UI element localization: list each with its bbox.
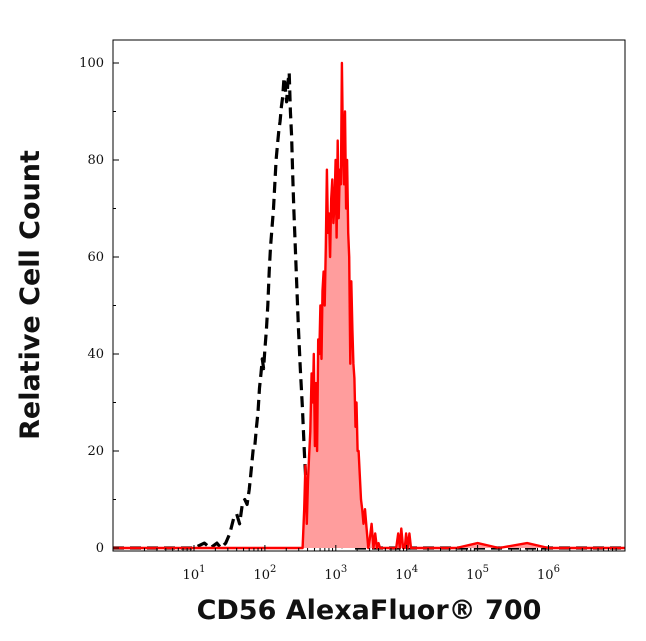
x-tick-label: 106 (537, 564, 560, 583)
y-tick-label: 80 (87, 153, 104, 168)
series-2-line (113, 61, 625, 550)
series-layer (113, 61, 625, 550)
x-tick-label: 101 (183, 564, 206, 583)
series-1-line (113, 71, 625, 550)
y-tick-label: 40 (87, 347, 104, 362)
series-2-area (113, 63, 625, 548)
x-tick-label: 102 (253, 564, 276, 583)
x-tick-label: 104 (395, 564, 418, 583)
y-tick-label: 100 (79, 56, 104, 71)
plot-frame (112, 39, 626, 552)
y-tick-label: 20 (87, 444, 104, 459)
ticks-layer: 101 102 103 104 105 106 0 20 40 60 80 100 (79, 56, 617, 583)
x-axis-title: CD56 AlexaFluor® 700 (197, 595, 542, 626)
y-tick-label: 60 (87, 250, 104, 265)
x-tick-label: 105 (466, 564, 489, 583)
y-axis-title: Relative Cell Count (15, 150, 46, 440)
y-tick-label: 0 (96, 541, 104, 556)
x-tick-label: 103 (324, 564, 347, 583)
